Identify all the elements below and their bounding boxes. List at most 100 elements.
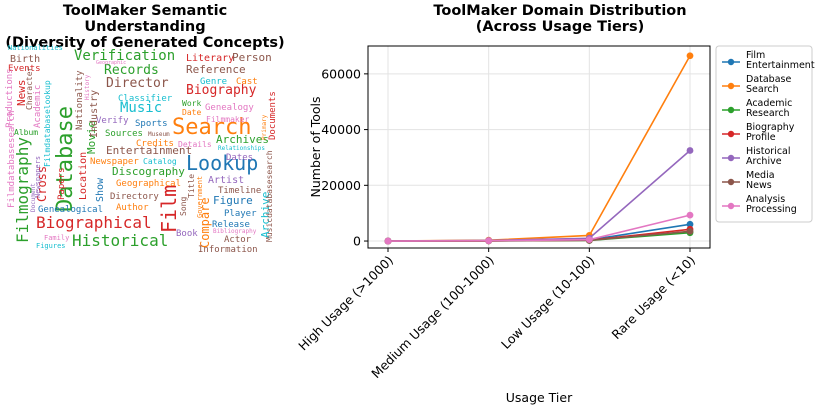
word-cloud-word: Newspapers (34, 156, 42, 198)
word-cloud-word: Classifier (118, 94, 173, 104)
word-cloud-word: Date (182, 108, 201, 117)
series-line (387, 149, 691, 242)
word-cloud-word: Academic (33, 85, 43, 128)
word-cloud-word: Newspaper (90, 157, 139, 167)
legend-label: Search (746, 84, 779, 95)
legend-label: Profile (746, 132, 776, 143)
word-cloud-word: Events (8, 64, 41, 74)
word-cloud-word: Family (44, 234, 69, 242)
y-tick-label: 40000 (321, 122, 361, 137)
word-cloud-word: Title (187, 174, 196, 198)
wordcloud-title: ToolMaker Semantic Understanding (Divers… (0, 3, 290, 51)
data-point (686, 147, 694, 154)
word-cloud-word: Author (116, 203, 149, 213)
word-cloud-word: Records (104, 63, 159, 78)
wordcloud-title-line2: (Diversity of Generated Concepts) (5, 35, 285, 51)
word-cloud-word: Sources (105, 129, 143, 139)
word-cloud-word: Genre (200, 77, 227, 87)
data-point (686, 52, 694, 60)
word-cloud-word: Work (182, 99, 201, 108)
line-chart: 0 20000 40000 60000 High Usage (>1000)Medium… (295, 45, 815, 405)
legend-label: Database (746, 74, 791, 85)
y-tick-label: 0 (353, 234, 361, 249)
x-tick-label: Rare Usage (<10) (609, 253, 699, 343)
word-cloud-word: Person (232, 51, 272, 64)
legend-label: Research (746, 108, 790, 119)
word-cloud-word: Filmmaker (206, 115, 250, 124)
legend-label: Academic (746, 98, 792, 109)
legend-label: Processing (746, 204, 797, 215)
word-cloud-word: Sports (135, 119, 168, 129)
word-cloud-word: Database (53, 106, 78, 212)
word-cloud-word: Dates (226, 153, 253, 163)
word-cloud-word: Character (25, 66, 34, 110)
legend-marker (727, 178, 735, 186)
legend-label: Biography (746, 122, 795, 133)
word-cloud-word: Entertainment (106, 144, 192, 157)
legend-box (715, 45, 813, 223)
word-cloud-word: Museum (148, 131, 170, 138)
word-cloud-word: Artist (208, 175, 244, 186)
legend-label: Analysis (746, 194, 785, 205)
word-cloud-word: Nationality (75, 70, 85, 130)
legend-label: Archive (746, 156, 782, 167)
word-cloud-word: Release (212, 220, 250, 230)
word-cloud-word: Biographical (36, 213, 152, 232)
word-cloud-word: Actor (224, 235, 252, 245)
word-cloud-word: Details (178, 140, 212, 149)
legend-marker (727, 202, 735, 210)
word-cloud-word: Primary (261, 114, 268, 140)
word-cloud-word: Biography (186, 83, 257, 98)
legend-label: News (746, 180, 772, 191)
legend-marker (727, 58, 735, 66)
word-cloud-word: Archives (216, 133, 269, 146)
word-cloud-word: Musicdatabasesearch (265, 150, 274, 242)
y-axis-label: Number of Tools (308, 96, 323, 197)
word-cloud-word: Filmdatabasesearch (7, 110, 17, 208)
word-cloud-word: Credits (136, 139, 174, 149)
word-cloud: Database Search Lookup HistoricalBiographic… (5, 44, 278, 255)
word-cloud-word: Government (196, 176, 204, 218)
word-cloud-word: Show (95, 177, 106, 202)
word-cloud-word: Director (106, 76, 169, 91)
data-point (686, 227, 694, 235)
x-tick-label: High Usage (>1000) (295, 253, 396, 354)
word-cloud-word: Cross (35, 166, 49, 202)
word-cloud-word: Reference (186, 63, 246, 76)
word-cloud-word: Filmography (13, 137, 32, 243)
word-cloud-word: Film (157, 185, 181, 233)
word-cloud-word: Verify (96, 116, 129, 126)
data-point (384, 237, 392, 245)
word-cloud-word: Compare (198, 197, 212, 248)
legend-marker (727, 106, 735, 114)
word-cloud-word: Verification (74, 48, 175, 64)
word-cloud-word: Discography (112, 165, 185, 178)
data-point (686, 220, 694, 228)
word-cloud-word: Bibliography (213, 228, 257, 235)
series-historical-archive (384, 147, 694, 245)
series-line (387, 55, 691, 242)
word-cloud-word: Location (78, 152, 89, 200)
word-cloud-word: Figure (213, 194, 253, 207)
data-point (485, 237, 493, 245)
y-tick-label: 20000 (321, 178, 361, 193)
word-cloud-word: Figures (36, 242, 66, 250)
word-cloud-word: Movie (85, 121, 98, 154)
word-cloud-word: Cast (236, 77, 258, 87)
legend-label: Entertainment (746, 60, 815, 71)
word-cloud-word: Directory (110, 192, 159, 202)
x-axis-label: Usage Tier (506, 390, 573, 405)
word-cloud-word: History (84, 74, 91, 100)
legend-label: Historical (746, 146, 791, 157)
data-point (686, 211, 694, 219)
word-cloud-word: Timeline (218, 186, 261, 196)
word-cloud-word: Documents (268, 91, 278, 140)
y-tick-label: 60000 (321, 66, 361, 81)
legend-marker (727, 82, 735, 90)
word-cloud-word: Music (120, 100, 162, 116)
word-cloud-word: Archive (259, 192, 272, 238)
word-cloud-word: Genealogical (38, 205, 103, 215)
line-chart-title-line2: (Across Usage Tiers) (475, 19, 645, 35)
word-cloud-word: Birth (10, 54, 40, 65)
